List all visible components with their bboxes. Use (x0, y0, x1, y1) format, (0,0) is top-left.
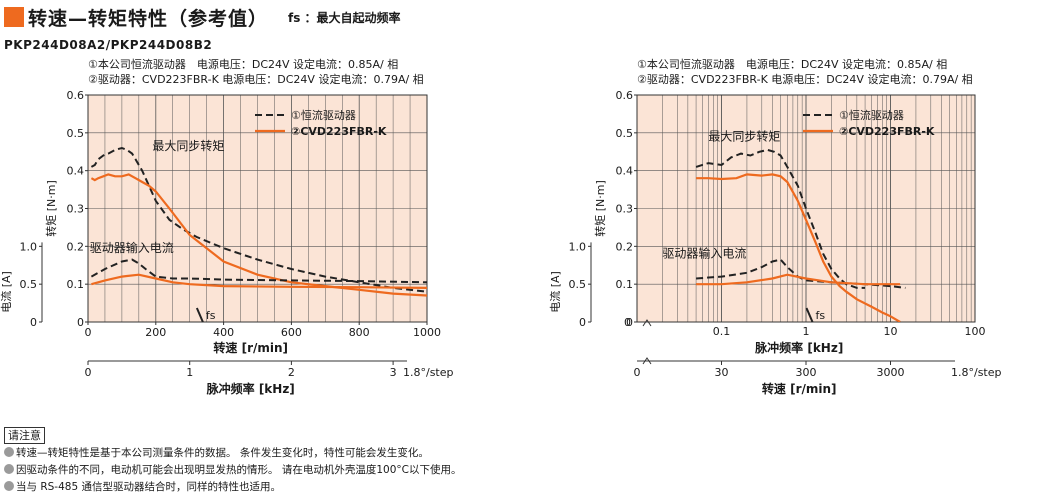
notice-line: 当与 RS-485 通信型驱动器结合时，同样的特性也适用。 (4, 479, 461, 495)
grid (88, 95, 427, 322)
x-tick-label: 100 (965, 325, 986, 338)
fs-marker (805, 307, 814, 323)
x2-step-label: 1.8°/step (951, 366, 1002, 379)
page-title: 转速—转矩特性（参考值） (28, 7, 269, 30)
series-line-current-2 (91, 273, 427, 289)
x-axis-label: 转速 [r/min] (213, 340, 288, 355)
x-zero-label: 0 (624, 316, 631, 329)
y-axis-label: 转矩 [N·m] (593, 180, 607, 237)
annotation-pullout: 最大同步转矩 (152, 138, 224, 153)
x2-tick-label: 3 (390, 366, 397, 379)
y-tick-label: 0.6 (67, 89, 85, 102)
x2-axis-label: 脉冲频率 [kHz] (206, 381, 295, 396)
fs-marker (195, 307, 204, 323)
notice-tag: 请注意 (4, 427, 45, 444)
series-line-torque-1 (90, 146, 427, 293)
y-tick-label: 0.4 (67, 165, 85, 178)
y-tick-label: 0.4 (616, 165, 634, 178)
y-tick-label: 0.6 (616, 89, 634, 102)
y-tick-label: 0.2 (616, 240, 634, 253)
bullet-icon (4, 481, 14, 491)
fs-label: fs (815, 309, 825, 322)
x2-axis-label: 转速 [r/min] (762, 381, 837, 396)
y-tick-label: 0.5 (67, 127, 85, 140)
x2-tick-label: 1 (186, 366, 193, 379)
x-tick-label: 1000 (413, 326, 441, 339)
y2-axis-label: 电流 [A] (0, 271, 13, 313)
title-square-icon (4, 7, 24, 27)
y-tick-label: 0.3 (616, 203, 634, 216)
y-tick-label: 0.2 (67, 240, 85, 253)
y2-axis-label: 电流 [A] (548, 271, 562, 313)
fs-note: fs ：最大自起动频率 (288, 10, 401, 25)
y2-tick-label: 0.5 (569, 278, 587, 291)
legend-label-1: ①恒流驱动器 (291, 108, 356, 122)
bullet-icon (4, 447, 14, 457)
x-tick-label: 0.1 (713, 325, 731, 338)
axis-break-icon (642, 319, 652, 327)
annotation-pullout: 最大同步转矩 (708, 128, 780, 143)
annotation-current: 驱动器输入电流 (90, 240, 174, 255)
x2-step-label: 1.8°/step (403, 366, 454, 379)
x-tick-label: 10 (884, 325, 898, 338)
series-line-current-2 (696, 273, 901, 286)
x-axis-label: 脉冲频率 [kHz] (754, 340, 843, 355)
condition-line-1: ①本公司恒流驱动器 电源电压：DC24V 设定电流：0.85A/ 相 (637, 57, 947, 71)
series-line-torque-1 (695, 148, 866, 289)
x2-tick-label: 2 (288, 366, 295, 379)
x-tick-label: 1 (803, 325, 810, 338)
y2-tick-label: 1.0 (569, 240, 587, 253)
bullet-icon (4, 464, 14, 474)
x-tick-label: 800 (349, 326, 370, 339)
y-tick-label: 0.1 (616, 278, 634, 291)
series-line-torque-2 (696, 173, 901, 322)
y2-tick-label: 0 (579, 316, 586, 329)
y-tick-label: 0.3 (67, 203, 85, 216)
notice-line: 转速—转矩特性是基于本公司测量条件的数据。 条件发生变化时，特性可能会发生变化。 (4, 445, 461, 461)
y-tick-label: 0 (77, 316, 84, 329)
x2-tick-label: 30 (715, 366, 729, 379)
x2-tick-label: 300 (796, 366, 817, 379)
condition-line-2: ②驱动器：CVD223FBR-K 电源电压：DC24V 设定电流：0.79A/ … (88, 72, 424, 86)
y-tick-label: 0.5 (616, 127, 634, 140)
model-name: PKP244D08A2/PKP244D08B2 (4, 38, 213, 52)
chart-2: ①本公司恒流驱动器 电源电压：DC24V 设定电流：0.85A/ 相②驱动器：C… (548, 57, 1002, 396)
charts-canvas: ①本公司恒流驱动器 电源电压：DC24V 设定电流：0.85A/ 相②驱动器：C… (0, 57, 1002, 396)
legend-label-1: ①恒流驱动器 (839, 108, 904, 122)
y2-tick-label: 0 (30, 316, 37, 329)
series-line-torque-2 (90, 173, 427, 297)
condition-line-1: ①本公司恒流驱动器 电源电压：DC24V 设定电流：0.85A/ 相 (88, 57, 398, 71)
condition-line-2: ②驱动器：CVD223FBR-K 电源电压：DC24V 设定电流：0.79A/ … (637, 72, 973, 86)
x2-zero-label: 0 (634, 366, 641, 379)
y-tick-label: 0.1 (67, 278, 85, 291)
x2-tick-label: 3000 (877, 366, 905, 379)
y-axis-label: 转矩 [N·m] (44, 180, 58, 237)
legend-label-2: ②CVD223FBR-K (291, 125, 387, 138)
page-header: 转速—转矩特性（参考值） fs ：最大自起动频率 (4, 4, 401, 30)
x2-tick-label: 0 (85, 366, 92, 379)
x-tick-label: 600 (281, 326, 302, 339)
legend-label-2: ②CVD223FBR-K (839, 125, 935, 138)
series-line-current-1 (90, 258, 427, 284)
chart-1: ①本公司恒流驱动器 电源电压：DC24V 设定电流：0.85A/ 相②驱动器：C… (0, 57, 454, 396)
x-tick-label: 400 (213, 326, 234, 339)
x-tick-label: 0 (85, 326, 92, 339)
x-tick-label: 200 (145, 326, 166, 339)
y-tick-label: 0 (626, 316, 633, 329)
annotation-current: 驱动器输入电流 (662, 246, 746, 261)
y2-tick-label: 0.5 (20, 278, 38, 291)
fs-label: fs (206, 309, 216, 322)
notice-section: 请注意 转速—转矩特性是基于本公司测量条件的数据。 条件发生变化时，特性可能会发… (4, 424, 461, 495)
notice-line: 因驱动条件的不同，电动机可能会出现明显发热的情形。 请在电动机外壳温度100°C… (4, 462, 461, 478)
axis-break-icon (642, 357, 652, 365)
y2-tick-label: 1.0 (20, 240, 38, 253)
